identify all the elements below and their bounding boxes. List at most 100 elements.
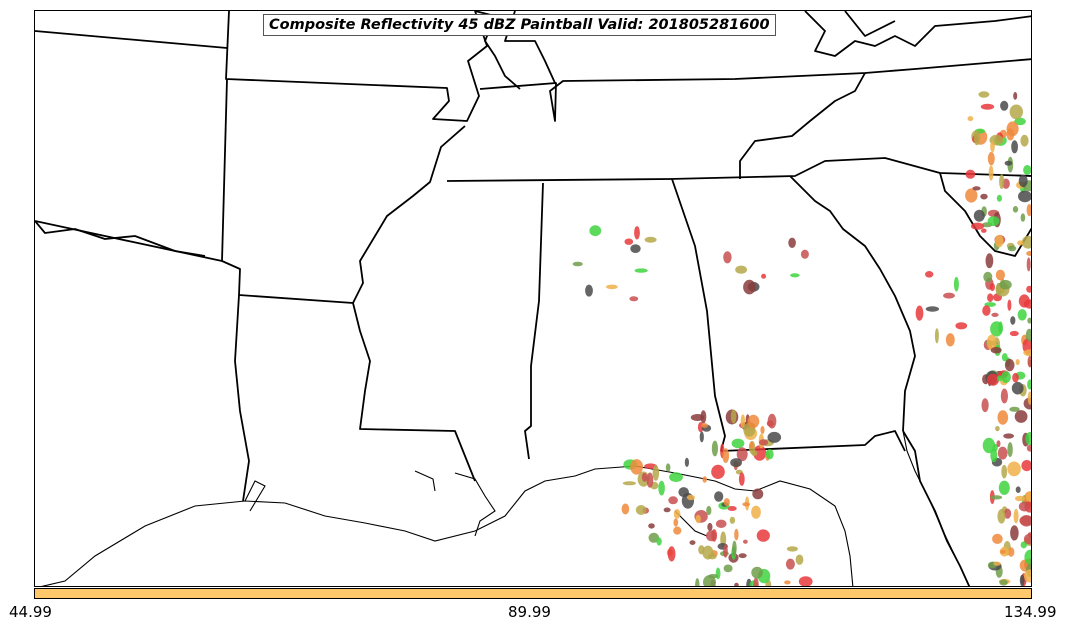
- storm-cell: [1000, 388, 1009, 404]
- storm-cell: [753, 445, 767, 461]
- storm-cell: [993, 561, 1001, 566]
- storm-cell: [758, 439, 769, 446]
- storm-cell: [925, 306, 940, 312]
- state-border: [352, 302, 476, 482]
- storm-cell: [784, 580, 791, 585]
- storm-cell: [1010, 316, 1016, 325]
- storm-cell: [665, 463, 671, 472]
- storm-cell: [646, 472, 654, 488]
- storm-cell: [996, 440, 1001, 448]
- storm-cell: [730, 458, 742, 468]
- storm-cell: [723, 251, 732, 264]
- storm-cell: [973, 130, 981, 146]
- storm-cell: [1014, 410, 1028, 423]
- state-border: [35, 220, 206, 257]
- storm-cell: [663, 507, 671, 513]
- storm-cell: [1007, 442, 1013, 458]
- storm-cell: [990, 140, 995, 153]
- storm-cell: [1018, 174, 1028, 188]
- storm-cell: [714, 491, 724, 502]
- storm-cell: [1003, 433, 1014, 439]
- storm-cell: [1024, 569, 1031, 583]
- state-border: [804, 11, 1031, 57]
- storm-cell: [1001, 464, 1008, 479]
- state-border: [671, 178, 726, 452]
- storm-cell: [955, 322, 968, 330]
- storm-cell: [1024, 549, 1031, 565]
- state-border: [221, 78, 466, 304]
- storm-cell: [997, 509, 1006, 524]
- storm-cell: [1027, 317, 1031, 324]
- storm-cell: [1013, 92, 1018, 100]
- storm-cell: [624, 238, 634, 245]
- storm-cell: [656, 537, 662, 546]
- storm-cell: [989, 283, 996, 292]
- storm-cell: [1026, 444, 1031, 452]
- storm-cell: [723, 498, 730, 507]
- storm-cell: [723, 564, 733, 573]
- storm-cell: [999, 279, 1012, 290]
- storm-cell: [987, 293, 994, 303]
- storm-cell: [1023, 165, 1031, 175]
- storm-cell: [785, 558, 795, 570]
- storm-cell: [1019, 574, 1025, 586]
- storm-cell: [1019, 515, 1031, 526]
- storm-cell: [945, 333, 955, 347]
- storm-cell: [982, 305, 991, 316]
- storm-cell: [1026, 204, 1031, 217]
- state-border: [939, 172, 1031, 257]
- storm-cell: [761, 273, 767, 279]
- storm-cell: [673, 518, 679, 527]
- storm-cell: [1011, 140, 1018, 154]
- storm-cell: [988, 165, 994, 181]
- colorbar-tick-mid: 89.99: [508, 603, 551, 621]
- storm-cell: [1015, 495, 1025, 502]
- storm-cell: [915, 305, 924, 321]
- storm-cell: [990, 347, 1002, 354]
- storm-cell: [790, 273, 800, 278]
- storm-cell: [1027, 355, 1031, 368]
- storm-cell: [1010, 525, 1019, 541]
- storm-cell: [652, 465, 660, 481]
- storm-cell: [991, 312, 999, 317]
- storm-cell: [740, 414, 746, 429]
- storm-cell: [735, 265, 747, 274]
- storm-cell: [1007, 461, 1021, 477]
- storm-cell: [706, 530, 717, 542]
- storm-cell: [711, 464, 725, 479]
- storm-cell: [700, 423, 709, 428]
- storm-cell: [953, 276, 959, 292]
- storm-cell: [723, 544, 728, 558]
- storm-cell: [997, 446, 1008, 460]
- storm-cell: [998, 480, 1010, 495]
- storm-cell: [742, 502, 751, 507]
- state-border: [902, 430, 971, 586]
- storm-cell: [1007, 245, 1017, 252]
- storm-cell: [997, 410, 1009, 425]
- storm-cell: [795, 554, 804, 565]
- storm-cell: [1007, 547, 1015, 557]
- storm-cell: [1020, 134, 1029, 147]
- storm-cell: [673, 526, 682, 535]
- colorbar-tick-min: 44.99: [9, 603, 52, 621]
- storm-cell: [1018, 294, 1030, 308]
- storm-cell: [982, 437, 996, 454]
- paintball-cells: [572, 91, 1031, 586]
- map-title: Composite Reflectivity 45 dBZ Paintball …: [263, 14, 776, 36]
- storm-cell: [752, 488, 764, 500]
- storm-cell: [788, 237, 796, 248]
- storm-cell: [965, 188, 978, 203]
- storm-cell: [648, 523, 655, 529]
- storm-cell: [1025, 328, 1031, 342]
- storm-cell: [994, 234, 1004, 248]
- storm-cell: [983, 271, 993, 283]
- storm-cell: [1015, 359, 1020, 366]
- storm-cell: [986, 334, 997, 351]
- coastline: [454, 472, 496, 537]
- storm-cell: [635, 505, 647, 515]
- storm-cell: [621, 503, 630, 515]
- storm-cell: [1027, 379, 1031, 390]
- storm-cell: [1023, 533, 1031, 545]
- storm-cell: [695, 514, 701, 524]
- storm-cell: [1012, 206, 1019, 213]
